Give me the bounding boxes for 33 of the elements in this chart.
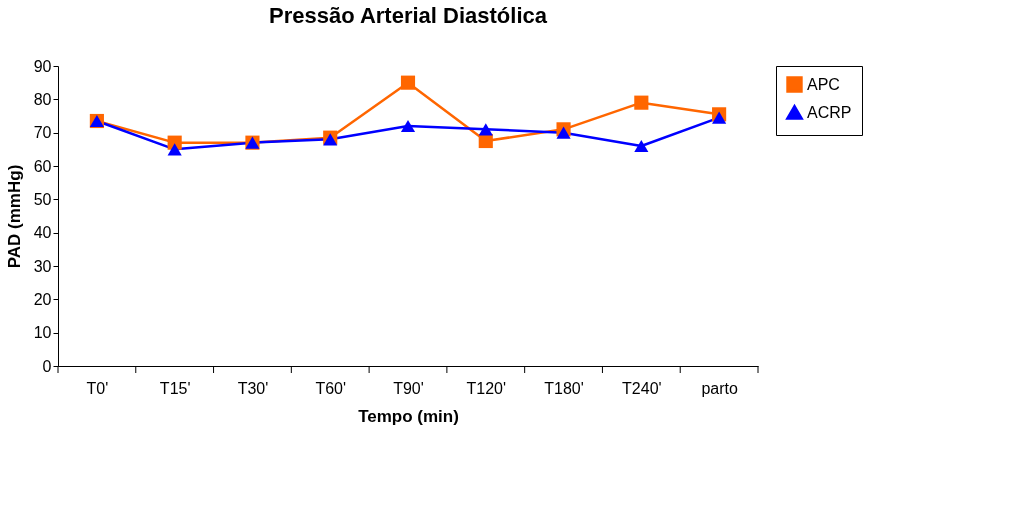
y-tick-label: 80 — [33, 90, 52, 108]
x-tick-label: T15' — [159, 379, 191, 397]
x-axis-title: Tempo (min) — [358, 406, 459, 426]
y-tick-label: 30 — [33, 257, 52, 275]
point — [634, 95, 649, 110]
x-tick-label: T240' — [622, 379, 662, 397]
y-tick-label: 70 — [33, 124, 52, 142]
x-tick-label: T0' — [86, 379, 109, 397]
x-tick-label: T60' — [315, 379, 347, 397]
point — [478, 133, 493, 149]
point — [478, 123, 493, 136]
x-tick-label: T30' — [237, 379, 269, 397]
x-tick-label: T120' — [466, 379, 507, 397]
point — [634, 139, 649, 153]
y-tick-label: 50 — [33, 190, 52, 208]
y-tick-label: 40 — [33, 224, 52, 242]
legend-label: APC — [807, 75, 840, 93]
x-tick-label: T180' — [544, 379, 584, 397]
y-tick-label: 60 — [33, 157, 52, 175]
y-tick-label: 0 — [42, 357, 52, 375]
point — [400, 119, 416, 133]
y-tick-label: 90 — [33, 57, 52, 75]
y-tick-label: 20 — [33, 290, 52, 308]
point — [400, 75, 416, 90]
x-tick-label: T90' — [393, 379, 424, 397]
point — [167, 143, 182, 156]
y-tick-label: 10 — [33, 324, 52, 342]
chart-title: Pressão Arterial Diastólica — [269, 3, 548, 28]
point — [556, 126, 571, 139]
y-axis-title: PAD (mmHg) — [4, 164, 24, 269]
x-tick-label: parto — [701, 379, 738, 397]
point — [712, 111, 727, 124]
legend-label: ACRP — [807, 103, 852, 121]
